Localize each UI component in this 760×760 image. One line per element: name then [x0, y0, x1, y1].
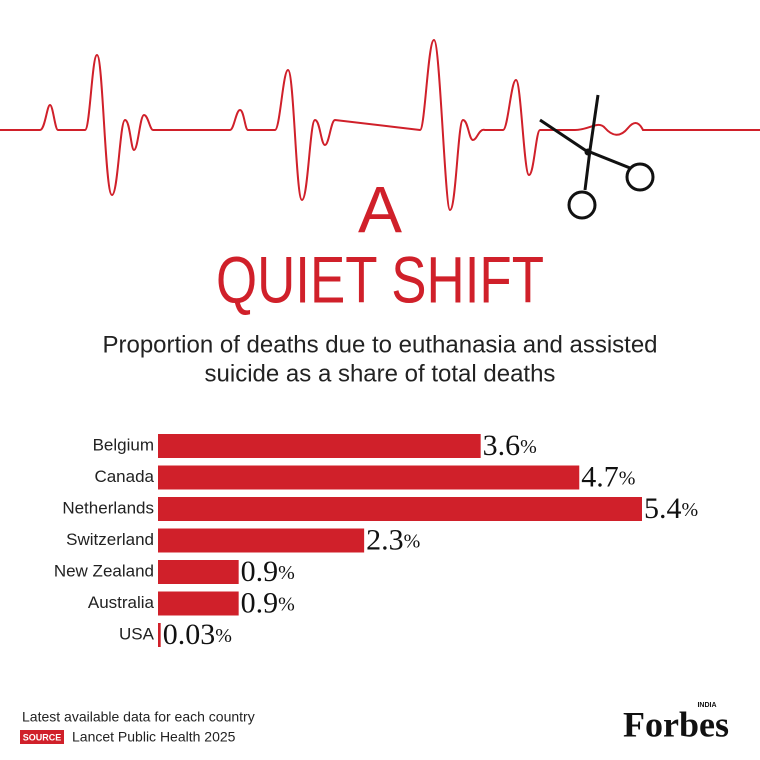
- value-label: 4.7%: [581, 460, 635, 493]
- logo: Forbes: [623, 704, 729, 744]
- category-label: Canada: [94, 467, 154, 486]
- value-label: 0.03%: [163, 618, 232, 651]
- value-label: 0.9%: [241, 586, 295, 619]
- heartbeat-line: [0, 38, 760, 212]
- category-label: Netherlands: [62, 498, 154, 517]
- category-label: Australia: [88, 593, 155, 612]
- category-label: Switzerland: [66, 530, 154, 549]
- bar: [158, 465, 580, 490]
- bar: [158, 560, 239, 584]
- scissors-icon: [539, 94, 655, 220]
- bar: [158, 434, 481, 458]
- logo-edition: INDIA: [697, 702, 716, 709]
- chart-subtitle: Proportion of deaths due to euthanasia a…: [102, 331, 657, 358]
- bar: [158, 497, 642, 521]
- chart-title: QUIET SHIFT: [216, 242, 544, 316]
- value-label: 5.4%: [644, 492, 698, 525]
- source-tag: SOURCE: [23, 732, 62, 742]
- bar: [158, 623, 161, 647]
- source: Lancet Public Health 2025: [72, 729, 236, 745]
- chart-title: A: [358, 172, 402, 246]
- chart-subtitle: suicide as a share of total deaths: [205, 360, 556, 387]
- bar: [158, 591, 239, 616]
- bar: [158, 528, 365, 553]
- value-label: 2.3%: [366, 523, 420, 556]
- category-label: Belgium: [93, 435, 154, 454]
- value-label: 3.6%: [483, 429, 537, 462]
- category-label: USA: [119, 624, 155, 643]
- note: Latest available data for each country: [22, 709, 255, 725]
- value-label: 0.9%: [241, 555, 295, 588]
- source-tag-bg: [20, 730, 64, 744]
- category-label: New Zealand: [54, 561, 154, 580]
